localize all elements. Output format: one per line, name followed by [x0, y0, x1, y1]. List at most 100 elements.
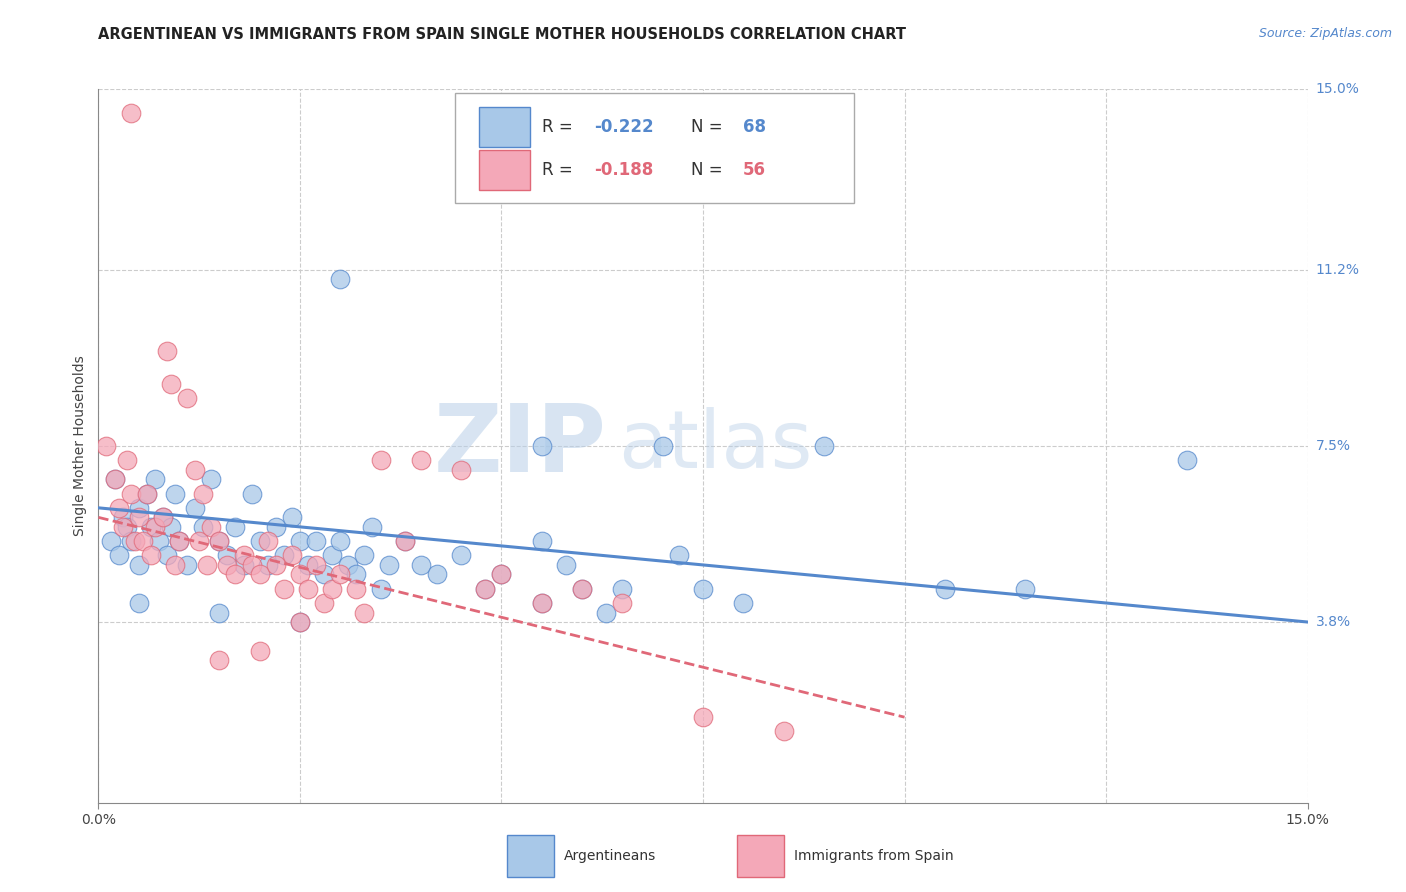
Point [148, 534, 170, 549]
Point [120, 486, 142, 500]
Point [668, 549, 690, 563]
Point [208, 653, 231, 667]
Point [450, 463, 472, 477]
Text: ARGENTINEAN VS IMMIGRANTS FROM SPAIN SINGLE MOTHER HOUSEHOLDS CORRELATION CHART: ARGENTINEAN VS IMMIGRANTS FROM SPAIN SIN… [98, 27, 907, 42]
FancyBboxPatch shape [456, 93, 855, 203]
Point [772, 724, 794, 739]
Point [128, 510, 150, 524]
Text: R =: R = [543, 118, 578, 136]
Point [184, 500, 207, 515]
Point [571, 582, 593, 596]
Point [329, 534, 352, 549]
Point [321, 549, 343, 563]
Point [139, 549, 162, 563]
Point [264, 520, 287, 534]
Point [305, 558, 328, 572]
Point [370, 453, 392, 467]
Text: 56: 56 [742, 161, 766, 178]
Point [176, 392, 198, 406]
Point [426, 567, 449, 582]
Text: Immigrants from Spain: Immigrants from Spain [794, 849, 953, 863]
Point [692, 710, 714, 724]
Point [107, 549, 129, 563]
Point [163, 558, 186, 572]
Point [208, 606, 231, 620]
Point [288, 534, 311, 549]
Text: 3.8%: 3.8% [1316, 615, 1351, 629]
Point [240, 558, 263, 572]
Point [370, 582, 392, 596]
Text: 15.0%: 15.0% [1316, 82, 1360, 96]
Point [273, 549, 295, 563]
Text: Source: ZipAtlas.com: Source: ZipAtlas.com [1258, 27, 1392, 40]
Point [353, 549, 375, 563]
Point [103, 472, 125, 486]
Text: Argentineans: Argentineans [564, 849, 657, 863]
Point [474, 582, 496, 596]
Point [217, 558, 239, 572]
Point [530, 534, 553, 549]
Point [128, 596, 150, 610]
Point [107, 500, 129, 515]
Point [240, 486, 263, 500]
Point [288, 567, 311, 582]
Point [232, 549, 254, 563]
Point [208, 534, 231, 549]
Point [128, 558, 150, 572]
Text: ZIP: ZIP [433, 400, 606, 492]
Point [409, 558, 432, 572]
Point [193, 520, 215, 534]
Point [143, 520, 166, 534]
Point [111, 510, 134, 524]
Point [329, 272, 352, 286]
Point [612, 582, 634, 596]
Point [530, 439, 553, 453]
Point [184, 463, 207, 477]
Point [692, 582, 714, 596]
Point [163, 486, 186, 500]
Point [297, 582, 319, 596]
Point [329, 567, 352, 582]
Point [530, 596, 553, 610]
Point [120, 534, 142, 549]
Point [813, 439, 835, 453]
Point [188, 534, 211, 549]
Point [1014, 582, 1036, 596]
Text: N =: N = [690, 118, 728, 136]
Point [176, 558, 198, 572]
Point [152, 510, 174, 524]
Point [96, 439, 118, 453]
Point [135, 486, 157, 500]
Point [232, 558, 254, 572]
Point [160, 520, 183, 534]
Point [124, 534, 146, 549]
FancyBboxPatch shape [508, 835, 554, 878]
Point [152, 510, 174, 524]
Point [733, 596, 755, 610]
Point [321, 582, 343, 596]
Text: R =: R = [543, 161, 578, 178]
Point [139, 520, 162, 534]
Point [224, 567, 246, 582]
Point [128, 500, 150, 515]
Point [249, 567, 271, 582]
Point [377, 558, 399, 572]
Point [344, 567, 367, 582]
Point [353, 606, 375, 620]
Point [1175, 453, 1198, 467]
Point [111, 520, 134, 534]
Point [143, 472, 166, 486]
Point [115, 453, 138, 467]
Point [256, 534, 278, 549]
Point [208, 534, 231, 549]
FancyBboxPatch shape [479, 150, 530, 190]
Point [156, 343, 179, 358]
Point [273, 582, 295, 596]
Point [160, 377, 183, 392]
Point [344, 582, 367, 596]
Point [132, 534, 155, 549]
Text: N =: N = [690, 161, 728, 178]
Point [249, 643, 271, 657]
Point [156, 549, 179, 563]
Point [530, 596, 553, 610]
